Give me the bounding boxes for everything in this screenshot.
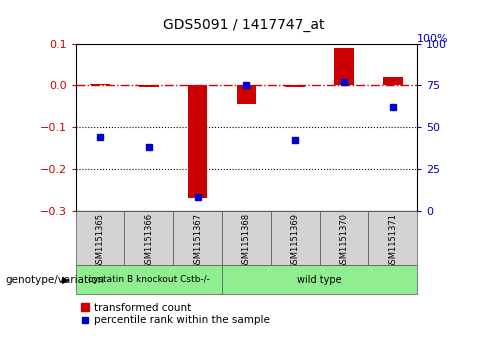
Bar: [139, 85, 159, 87]
Text: GSM1151370: GSM1151370: [340, 213, 348, 269]
Legend: transformed count, percentile rank within the sample: transformed count, percentile rank withi…: [81, 303, 270, 326]
Bar: [334, 48, 354, 85]
Text: GSM1151369: GSM1151369: [291, 213, 300, 269]
Bar: [76, 211, 124, 265]
Bar: [188, 85, 207, 198]
Text: ▶: ▶: [62, 274, 70, 285]
Text: GSM1151368: GSM1151368: [242, 213, 251, 269]
Bar: [285, 85, 305, 87]
Bar: [222, 211, 271, 265]
Text: 100%: 100%: [417, 33, 449, 44]
Text: cystatin B knockout Cstb-/-: cystatin B knockout Cstb-/-: [88, 275, 210, 284]
Text: GSM1151371: GSM1151371: [388, 213, 397, 269]
Bar: [320, 211, 368, 265]
Bar: [237, 85, 256, 104]
Text: genotype/variation: genotype/variation: [5, 274, 104, 285]
Text: GDS5091 / 1417747_at: GDS5091 / 1417747_at: [163, 18, 325, 32]
Bar: [383, 77, 403, 85]
Text: wild type: wild type: [297, 274, 342, 285]
Bar: [271, 211, 320, 265]
Bar: [368, 211, 417, 265]
Bar: [76, 265, 222, 294]
Text: GSM1151366: GSM1151366: [144, 213, 153, 269]
Bar: [173, 211, 222, 265]
Bar: [124, 211, 173, 265]
Text: GSM1151365: GSM1151365: [96, 213, 104, 269]
Bar: [222, 265, 417, 294]
Text: GSM1151367: GSM1151367: [193, 213, 202, 269]
